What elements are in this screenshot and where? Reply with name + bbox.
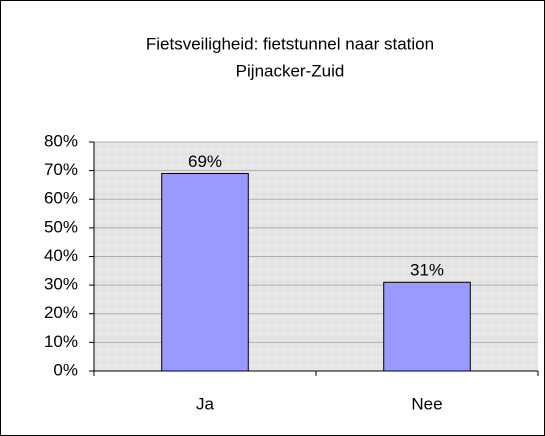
value-label: 31% bbox=[410, 261, 444, 280]
bar bbox=[161, 172, 249, 372]
chart-title: Fietsveiligheid: fietstunnel naar statio… bbox=[146, 34, 434, 53]
x-tick-label: Ja bbox=[196, 394, 215, 413]
bar bbox=[383, 281, 471, 372]
y-tick-label: 0% bbox=[53, 360, 78, 379]
chart-title: Pijnacker-Zuid bbox=[236, 61, 345, 80]
y-tick-label: 20% bbox=[44, 303, 78, 322]
y-tick-label: 60% bbox=[44, 189, 78, 208]
y-tick-label: 30% bbox=[44, 275, 78, 294]
y-tick-label: 10% bbox=[44, 332, 78, 351]
y-tick-label: 80% bbox=[44, 131, 78, 150]
y-tick-label: 70% bbox=[44, 160, 78, 179]
y-tick-label: 50% bbox=[44, 217, 78, 236]
value-label: 69% bbox=[188, 152, 222, 171]
y-tick-label: 40% bbox=[44, 246, 78, 265]
x-tick-label: Nee bbox=[411, 394, 442, 413]
